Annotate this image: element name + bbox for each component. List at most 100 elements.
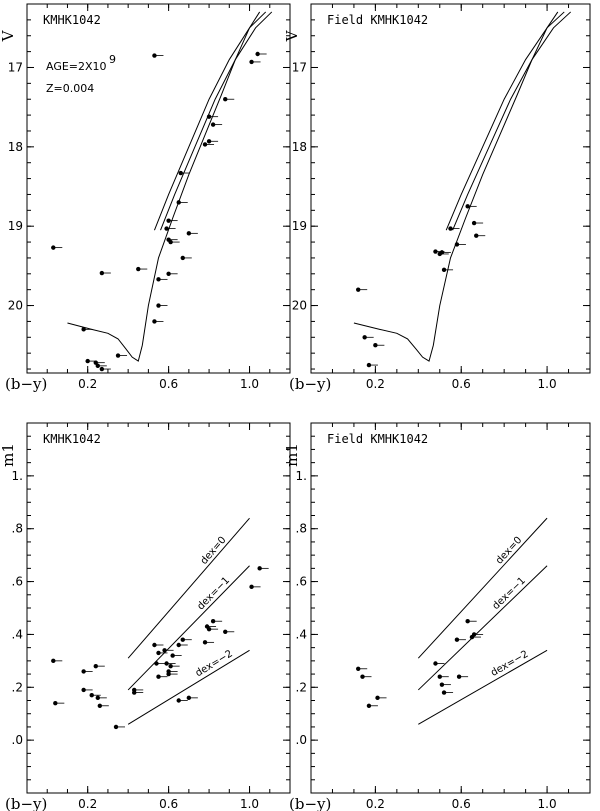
- dex-line-label: dex=−1: [491, 575, 528, 612]
- data-point: [95, 695, 101, 701]
- x-axis-label: (b−y): [5, 375, 47, 393]
- y-tick-label: 17: [8, 60, 23, 74]
- data-point: [202, 640, 208, 645]
- data-point: [176, 642, 181, 648]
- x-tick-label: 0.2: [366, 797, 385, 811]
- y-tick-label: .4: [296, 627, 307, 641]
- data-point: [360, 674, 365, 679]
- y-tick-label: .2: [296, 680, 307, 694]
- data-point: [471, 632, 477, 637]
- dex-line: [127, 517, 250, 659]
- data-point: [439, 682, 445, 687]
- data-point: [176, 698, 181, 703]
- data-point: [132, 690, 137, 695]
- data-point: [454, 637, 460, 642]
- data-point: [81, 669, 86, 674]
- data-point: [95, 363, 101, 369]
- data-point: [93, 360, 98, 365]
- data-point: [166, 271, 171, 277]
- age-exponent: 9: [109, 53, 116, 66]
- data-point: [439, 250, 445, 255]
- panel-title: Field KMHK1042: [327, 432, 428, 446]
- data-point: [257, 566, 262, 571]
- x-axis-label: (b−y): [5, 795, 47, 811]
- data-point: [362, 335, 367, 340]
- data-point: [180, 637, 185, 642]
- plot-area: [353, 11, 572, 368]
- data-point: [437, 674, 442, 679]
- y-tick-label: .8: [12, 522, 23, 536]
- data-point: [223, 629, 228, 634]
- plot-frame: [310, 3, 591, 374]
- y-tick-label: .4: [12, 627, 23, 641]
- data-point: [164, 661, 169, 666]
- y-tick-label: .6: [296, 575, 307, 589]
- data-point: [366, 362, 372, 368]
- data-point: [178, 170, 183, 176]
- plot-frame: [26, 422, 291, 794]
- data-point: [441, 267, 447, 273]
- x-tick-label: 0.6: [159, 377, 178, 391]
- y-tick-label: 18: [8, 140, 23, 154]
- x-tick-label: 0.2: [78, 797, 97, 811]
- x-tick-label: 1.0: [538, 377, 557, 391]
- x-tick-label: 1.0: [240, 377, 259, 391]
- data-point: [223, 97, 228, 102]
- data-point: [168, 239, 173, 245]
- data-point: [186, 695, 192, 701]
- data-point: [81, 687, 86, 693]
- y-tick-label: 19: [8, 219, 23, 233]
- dex-line-label: dex=0: [199, 535, 229, 567]
- dex-line: [418, 649, 548, 725]
- data-point: [356, 287, 361, 292]
- x-tick-label: 0.2: [78, 377, 97, 391]
- data-point: [166, 671, 171, 677]
- data-point: [97, 703, 103, 708]
- data-point: [433, 661, 438, 666]
- data-point: [206, 114, 212, 119]
- data-point: [51, 245, 56, 250]
- y-tick-label: .2: [12, 680, 23, 694]
- y-axis-label: V: [0, 29, 17, 42]
- y-tick-label: 20: [8, 299, 23, 313]
- y-tick-label: 19: [292, 219, 307, 233]
- metallicity-annotation: Z=0.004: [46, 82, 94, 95]
- data-point: [156, 277, 161, 282]
- data-point: [115, 353, 121, 358]
- data-point: [136, 266, 141, 272]
- panel-title: Field KMHK1042: [327, 13, 428, 27]
- data-point: [152, 53, 157, 58]
- dex-line: [417, 517, 548, 659]
- data-point: [356, 666, 361, 671]
- data-point: [456, 674, 462, 679]
- panel-2: 0.2 0.6 1.0 17 18 19 20 (b−y) V Field KMHK1042: [283, 3, 591, 393]
- x-tick-label: 0.6: [452, 797, 471, 811]
- dex-line: [417, 565, 548, 691]
- data-point: [93, 663, 98, 669]
- panel-title: KMHK1042: [43, 13, 101, 27]
- data-point: [255, 51, 260, 57]
- data-point: [168, 663, 173, 669]
- data-point: [51, 658, 56, 664]
- data-point: [156, 303, 161, 308]
- data-point: [448, 226, 453, 231]
- y-tick-label: .6: [12, 575, 23, 589]
- data-point: [454, 242, 460, 247]
- panel-3: 0.2 0.6 1.0 1. .8 .6 .4 .2 .0 (b−y) m1 KMHK1042 dex=…: [0, 422, 291, 811]
- data-point: [465, 619, 470, 624]
- data-point: [465, 204, 470, 209]
- data-point: [53, 700, 58, 706]
- data-point: [202, 142, 208, 147]
- isochrone-curve: [353, 11, 559, 362]
- giant-branch-curve: [160, 11, 273, 231]
- dex-line-label: dex=−1: [195, 575, 232, 612]
- data-point: [471, 220, 477, 226]
- data-point: [474, 233, 479, 238]
- y-tick-label: .0: [12, 733, 23, 747]
- y-tick-label: 20: [292, 299, 307, 313]
- x-axis-label: (b−y): [289, 375, 331, 393]
- data-point: [162, 648, 167, 653]
- data-point: [164, 226, 169, 231]
- data-point: [89, 693, 94, 698]
